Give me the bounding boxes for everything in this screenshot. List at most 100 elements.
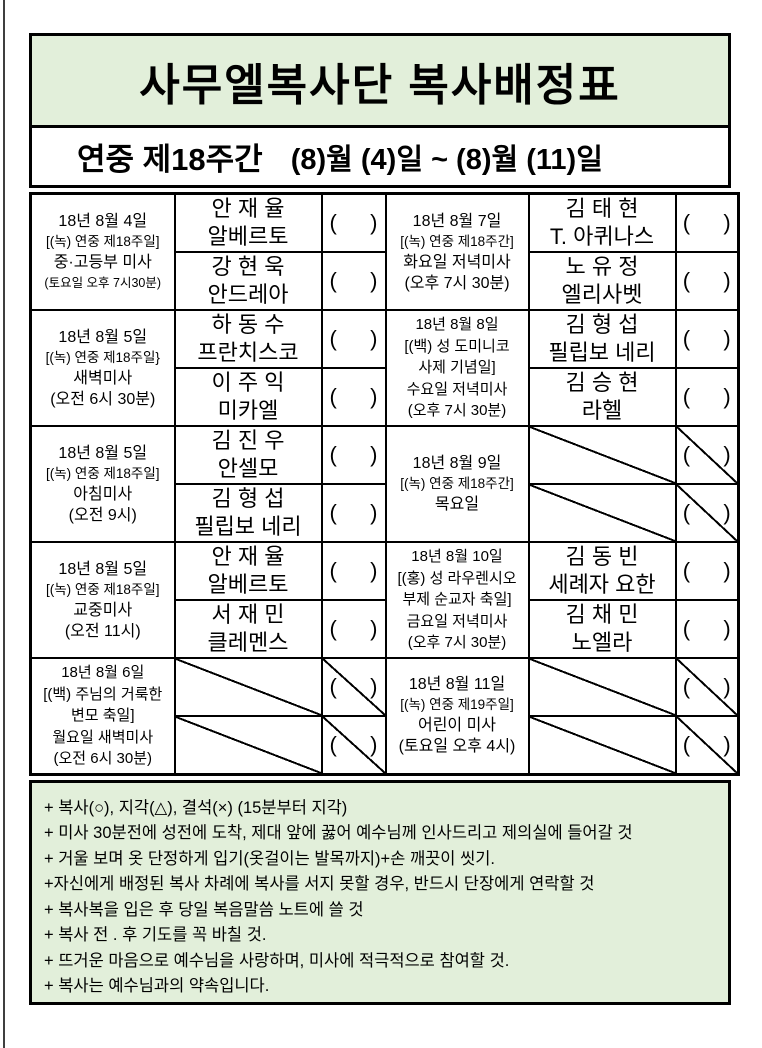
server-cell: 김 채 민 노엘라 [527,599,677,659]
rules-box: + 복사(○), 지각(△), 결석(×) (15분부터 지각) + 미사 30… [29,779,731,1005]
rule-line: + 거울 보며 옷 단정하게 입기(옷걸이는 발목까지)+손 깨끗이 씻기. [44,849,496,868]
rule-line: + 복사복을 입은 후 당일 복음말씀 노트에 쓸 것 [44,900,364,919]
mass-info-cell: 18년 8월 5일 [(녹) 연중 제18주일] 교중미사 (오전 11시) [29,541,176,659]
server-cell: 김 형 섭 필립보 네리 [527,309,677,369]
paren-close: ) [370,268,378,293]
paren-open: ( [682,384,691,409]
mass-date: 18년 8월 10일 [411,548,503,566]
server-cell-empty [173,657,323,717]
server-baptismal-name: 안드레아 [207,282,289,307]
mass-name: 아침미사 [73,485,133,503]
server-name: 김 승 현 [565,370,639,395]
mass-feast: [(녹) 연중 제18주간] [400,233,514,249]
attendance-mark-cell: ( ) [320,192,387,253]
server-cell: 노 유 정 엘리사벳 [527,251,677,311]
server-name: 노 유 정 [565,254,639,279]
mass-info-cell: 18년 8월 5일 [(녹) 연중 제18주일] 아침미사 (오전 9시) [29,425,176,543]
mass-time: (오전 6시 30분) [53,750,153,767]
attendance-parens: ( ) [683,268,731,294]
server-name: 안 재 율 [211,196,285,221]
attendance-mark-cell: ( ) [674,251,740,311]
server-cell-empty [527,657,677,717]
attendance-parens: ( ) [330,674,378,700]
paren-open: ( [329,442,337,467]
paren-open: ( [682,210,691,235]
mass-date: 18년 8월 11일 [408,676,506,694]
server-name: 안 재 율 [211,544,285,569]
mass-date: 18년 8월 7일 [412,212,502,230]
paren-open: ( [329,731,337,757]
paren-open: ( [329,674,337,699]
mass-feast: [(녹) 연중 제19주일] [400,697,514,713]
paren-close: ) [723,616,731,641]
paren-close: ) [723,210,731,235]
rule-line: + 복사(○), 지각(△), 결석(×) (15분부터 지각) [44,798,348,817]
server-cell-empty [527,715,677,775]
attendance-parens: ( ) [683,384,731,410]
attendance-parens: ( ) [683,616,731,642]
server-baptismal-name: T. 아퀴나스 [549,224,655,249]
paren-close: ) [370,616,378,641]
paren-close: ) [723,731,731,757]
server-baptismal-name: 알베르토 [207,572,289,597]
attendance-parens: ( ) [683,558,731,584]
server-name: 이 주 익 [211,370,285,395]
attendance-mark-cell: ( ) [674,367,740,427]
attendance-mark-cell: ( ) [320,715,387,775]
mass-info-cell: 18년 8월 7일 [(녹) 연중 제18주간] 화요일 저녁미사 (오후 7시… [384,192,530,311]
attendance-parens: ( ) [330,442,378,468]
attendance-mark-cell: ( ) [320,309,387,369]
paren-open: ( [329,558,337,583]
server-cell-empty [173,715,323,775]
scan-edge-line [3,0,5,1048]
paren-open: ( [682,268,691,293]
attendance-mark-cell: ( ) [320,657,387,717]
mass-time: (오후 7시 30분) [404,274,510,292]
attendance-mark-cell: ( ) [320,541,387,601]
table-row: 18년 8월 6일 [(백) 주님의 거룩한 변모 축일] 월요일 새벽미사 (… [29,657,740,775]
paren-close: ) [723,500,731,525]
mass-date: 18년 8월 8일 [415,316,499,334]
table-row: 18년 8월 5일 [(녹) 연중 제18주일] 교중미사 (오전 11시) 안… [29,541,740,659]
attendance-parens: ( ) [330,558,378,584]
paren-close: ) [370,674,378,699]
paren-close: ) [370,210,378,235]
table-row: 김 형 섭 필립보 네리 ( ) ( ) [31,483,740,543]
server-baptismal-name: 클레멘스 [207,630,289,655]
mass-feast: [(녹) 연중 제18주일] [45,581,160,597]
paren-open: ( [682,616,691,641]
server-cell: 김 진 우 안셀모 [173,425,323,485]
paren-close: ) [370,558,378,583]
paren-open: ( [329,268,337,293]
server-cell: 김 승 현 라헬 [527,367,677,427]
mass-date: 18년 8월 5일 [58,444,148,462]
server-name: 김 형 섭 [565,312,639,337]
server-baptismal-name: 필립보 네리 [194,514,302,539]
mass-feast: [(녹) 연중 제18주일] [45,234,160,249]
attendance-mark-cell: ( ) [320,367,387,427]
server-baptismal-name: 라헬 [581,398,623,423]
attendance-parens: ( ) [330,384,378,410]
assignment-table: 18년 8월 4일 [(녹) 연중 제18주일] 중·고등부 미사 (토요일 오… [29,192,740,776]
mass-name: 월요일 새벽미사 [52,728,154,746]
mass-name: 교중미사 [73,601,133,619]
assignment-sheet: 사무엘복사단 복사배정표 연중 제18주간 (8)월 (4)일 ~ (8)월 (… [29,33,740,1005]
paren-open: ( [682,674,691,699]
mass-info-cell: 18년 8월 10일 [(홍) 성 라우렌시오 부제 순교자 축일] 금요일 저… [384,541,530,659]
paren-open: ( [682,442,691,467]
server-cell: 김 태 현 T. 아퀴나스 [527,192,677,253]
rule-line: +자신에게 배정된 복사 차례에 복사를 서지 못할 경우, 반드시 단장에게 … [44,875,595,893]
mass-feast: [(백) 성 도미니코 [404,337,510,355]
attendance-parens: ( ) [683,442,731,468]
attendance-mark-cell: ( ) [674,657,740,717]
mass-date: 18년 8월 6일 [61,664,145,681]
paren-open: ( [329,384,337,409]
server-cell: 서 재 민 클레멘스 [173,599,323,659]
mass-time: (오전 9시) [68,506,137,524]
attendance-mark-cell: ( ) [320,425,387,485]
mass-name: 수요일 저녁미사 [406,380,508,398]
paren-close: ) [370,326,378,351]
attendance-parens: ( ) [330,210,378,236]
mass-date: 18년 8월 5일 [58,328,148,346]
paren-close: ) [370,500,378,525]
